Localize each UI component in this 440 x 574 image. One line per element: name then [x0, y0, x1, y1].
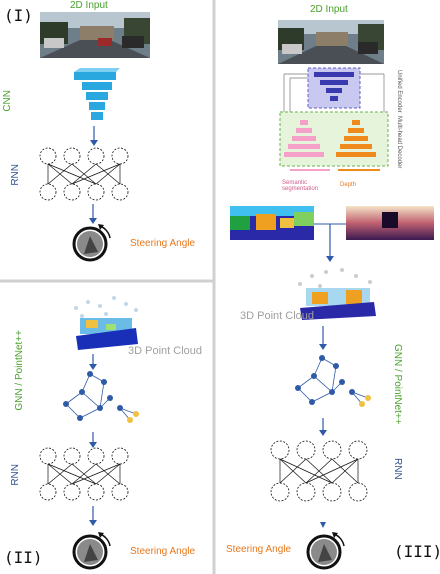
- steering-wheel-icon: [72, 532, 111, 570]
- panel-iii-label: (III): [394, 542, 440, 561]
- cnn-label: CNN: [2, 90, 13, 112]
- rnn-network-iii: [270, 440, 368, 502]
- point-cloud-iii: [298, 268, 376, 320]
- steering-label-i: Steering Angle: [130, 238, 196, 249]
- cnn-stack: [74, 68, 120, 120]
- arrow-rnn-steer-i: [89, 204, 97, 224]
- street-image: [40, 12, 150, 58]
- depth-label: Depth: [340, 182, 357, 188]
- panel-iii-input-label: 2D Input: [310, 4, 348, 15]
- point-cloud-label-iii: 3D Point Cloud: [240, 310, 314, 322]
- gnn-label-ii: GNN / PointNet++: [14, 330, 25, 411]
- arrow-pc-gnn-ii: [89, 354, 97, 370]
- rnn-label-ii: RNN: [10, 464, 21, 486]
- point-cloud-ii: [74, 296, 138, 350]
- rnn-label-iii: RNN: [392, 458, 403, 480]
- graph-network-ii: [63, 371, 139, 423]
- steering-label-ii: Steering Angle: [130, 546, 196, 557]
- arrow-rnn-steer-iii: [320, 522, 326, 528]
- rnn-label-i: RNN: [10, 164, 21, 186]
- rnn-network-ii: [39, 447, 129, 501]
- arrow-pc-gnn-iii: [319, 326, 327, 350]
- segmentation-map: [230, 206, 314, 240]
- encoder-decoder: [279, 67, 389, 171]
- depth-map: [346, 206, 434, 240]
- arrow-gnn-rnn-iii: [319, 418, 327, 436]
- steering-wheel-icon: [306, 532, 345, 570]
- point-cloud-label-ii: 3D Point Cloud: [128, 345, 202, 357]
- panel-i-label: (I): [4, 6, 33, 25]
- graph-network-iii: [295, 355, 371, 407]
- arrow-rnn-steer-ii: [89, 506, 97, 526]
- street-image: [278, 20, 384, 64]
- merge-arrows: [314, 223, 346, 262]
- panel-i-input-label: 2D Input: [70, 0, 108, 11]
- rnn-network: [39, 147, 129, 201]
- arrow-cnn-rnn: [90, 126, 98, 146]
- panel-ii-label: (II): [4, 548, 43, 567]
- semseg-label: Semantic segmentation: [282, 180, 319, 192]
- steering-wheel-icon: [72, 224, 111, 262]
- encoder-label: Unified Encoder: [396, 70, 402, 113]
- arrow-gnn-rnn-ii: [89, 432, 97, 448]
- decoder-label: Multi-head Decoder: [396, 116, 402, 169]
- gnn-label-iii: GNN / PointNet++: [392, 344, 403, 425]
- steering-label-iii: Steering Angle: [226, 544, 292, 555]
